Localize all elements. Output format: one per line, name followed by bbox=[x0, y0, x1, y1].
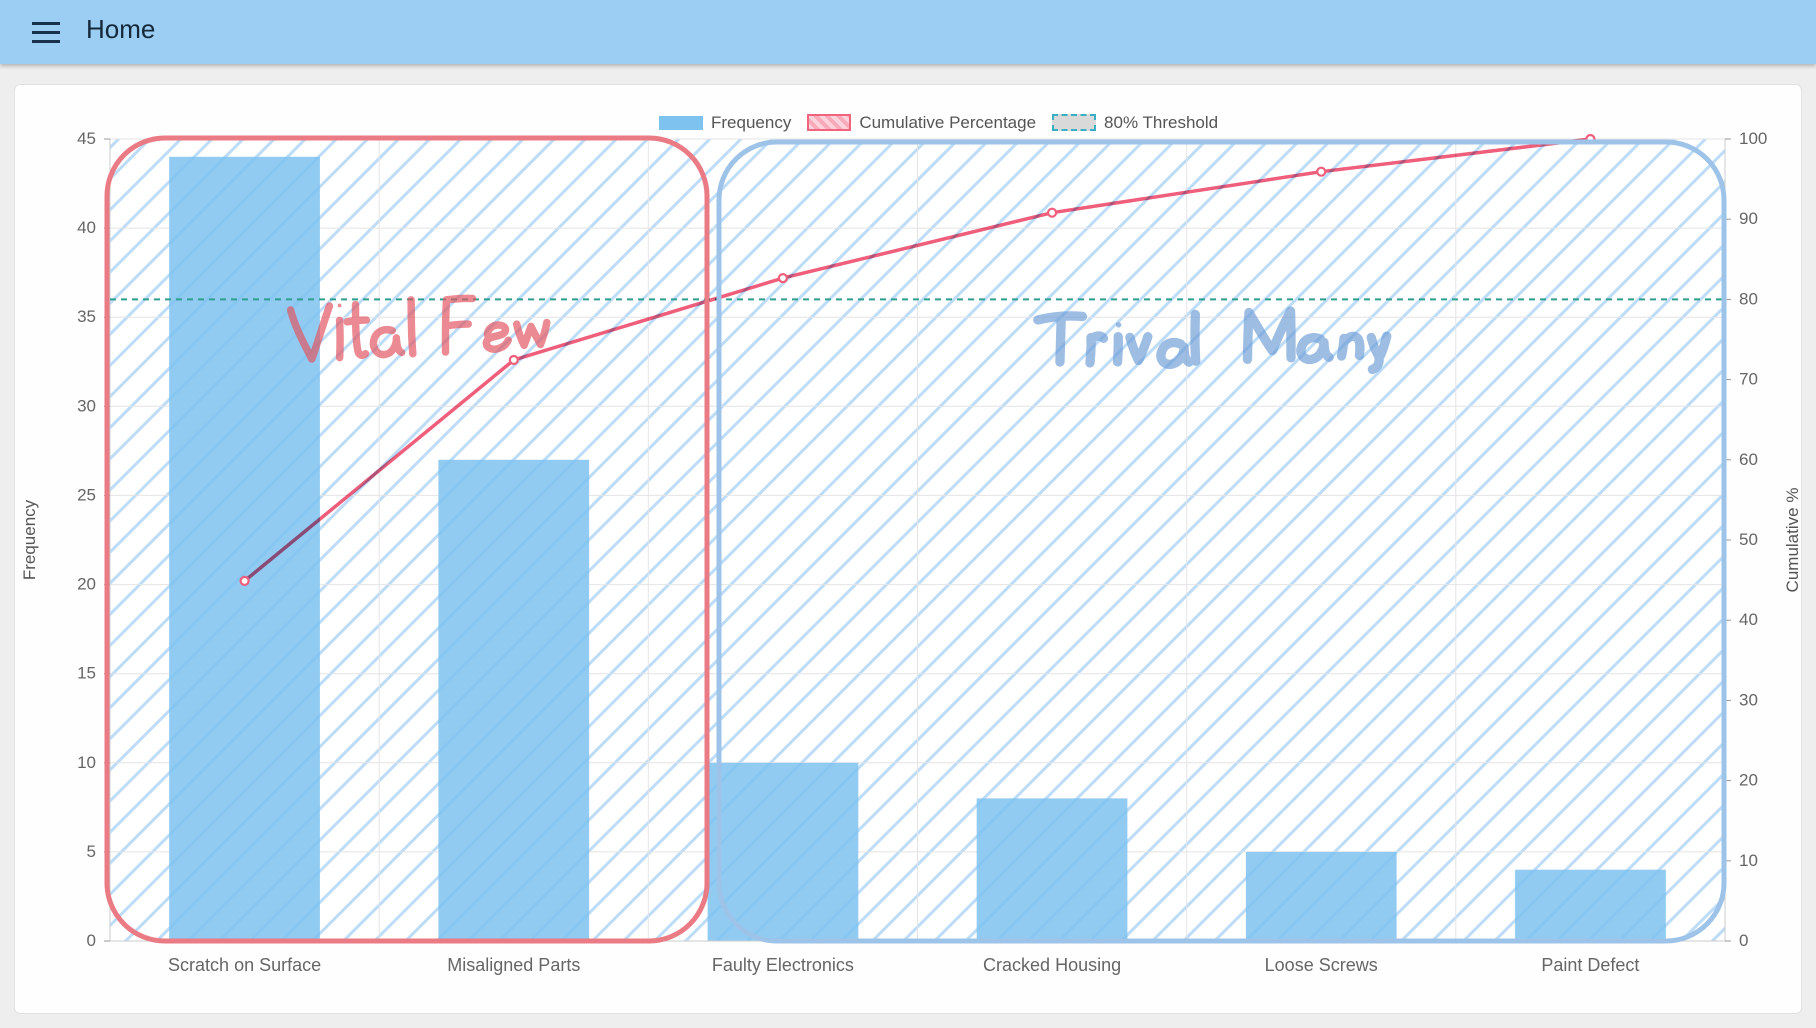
svg-text:Paint Defect: Paint Defect bbox=[1541, 955, 1639, 975]
svg-text:10: 10 bbox=[1739, 851, 1758, 870]
svg-text:70: 70 bbox=[1739, 370, 1758, 389]
svg-text:20: 20 bbox=[77, 575, 96, 594]
svg-text:0: 0 bbox=[87, 931, 96, 950]
svg-text:50: 50 bbox=[1739, 530, 1758, 549]
svg-text:10: 10 bbox=[77, 753, 96, 772]
svg-text:30: 30 bbox=[77, 396, 96, 415]
svg-text:25: 25 bbox=[77, 485, 96, 504]
svg-text:Cumulative %: Cumulative % bbox=[1783, 488, 1802, 593]
svg-text:30: 30 bbox=[1739, 690, 1758, 709]
svg-text:Frequency: Frequency bbox=[20, 499, 39, 580]
svg-text:Cracked Housing: Cracked Housing bbox=[983, 955, 1121, 975]
svg-text:40: 40 bbox=[1739, 610, 1758, 629]
svg-text:Scratch on Surface: Scratch on Surface bbox=[168, 955, 321, 975]
svg-text:0: 0 bbox=[1739, 931, 1748, 950]
svg-text:60: 60 bbox=[1739, 450, 1758, 469]
svg-text:40: 40 bbox=[77, 218, 96, 237]
svg-text:35: 35 bbox=[77, 307, 96, 326]
svg-text:100: 100 bbox=[1739, 129, 1767, 148]
svg-text:45: 45 bbox=[77, 129, 96, 148]
svg-text:5: 5 bbox=[87, 842, 96, 861]
svg-text:Loose Screws: Loose Screws bbox=[1265, 955, 1378, 975]
svg-text:Misaligned Parts: Misaligned Parts bbox=[447, 955, 580, 975]
svg-text:Faulty Electronics: Faulty Electronics bbox=[712, 955, 854, 975]
svg-text:20: 20 bbox=[1739, 771, 1758, 790]
svg-text:15: 15 bbox=[77, 664, 96, 683]
svg-text:90: 90 bbox=[1739, 209, 1758, 228]
svg-text:80: 80 bbox=[1739, 289, 1758, 308]
